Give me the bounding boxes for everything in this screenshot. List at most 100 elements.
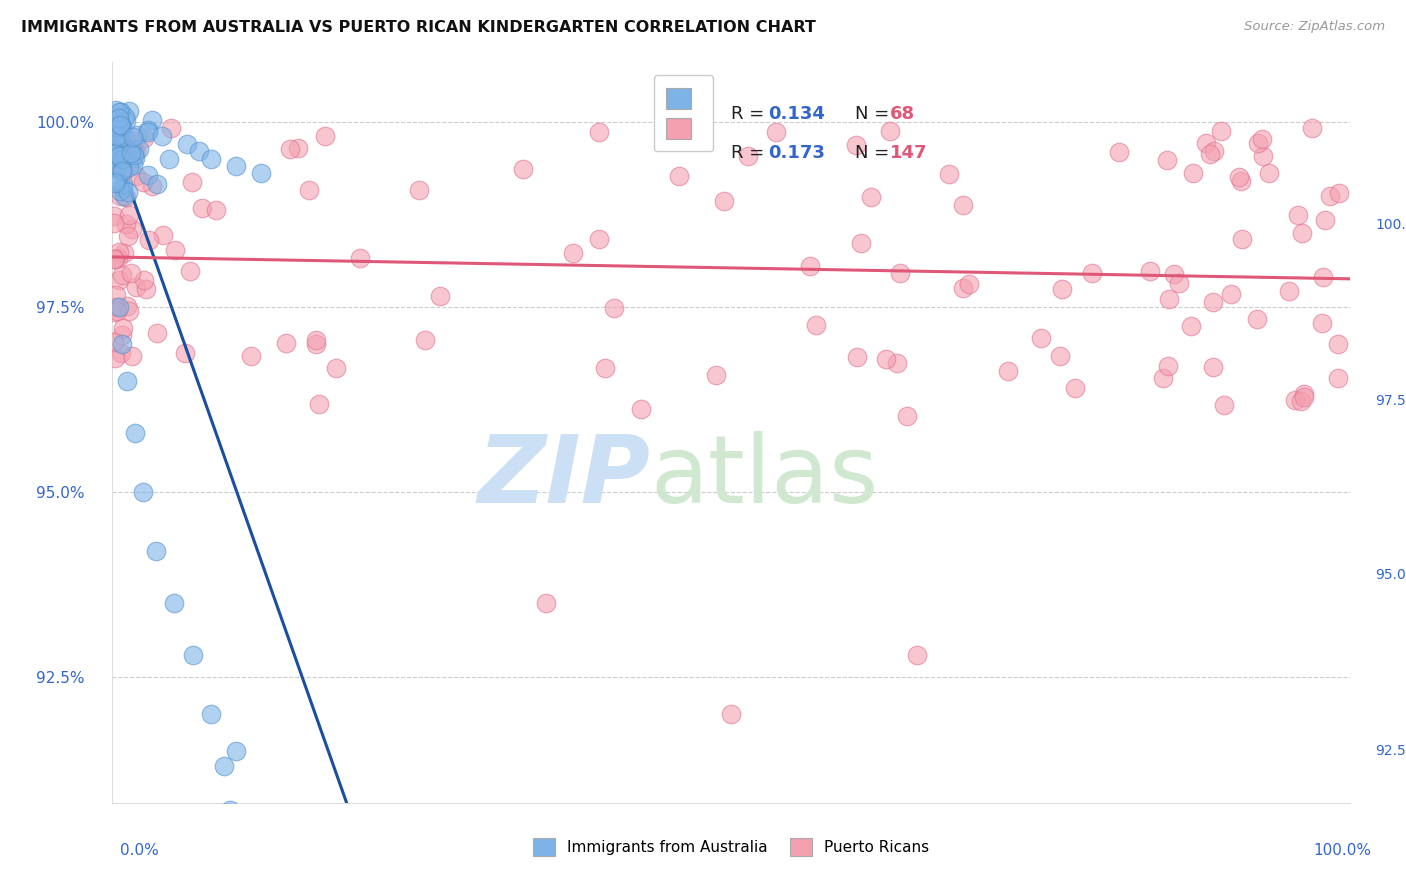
Text: N =: N = [855,144,894,161]
Point [103,209,125,223]
Point [799,259,821,273]
Text: Source: ZipAtlas.com: Source: ZipAtlas.com [1244,20,1385,33]
Point [886,356,908,370]
Point [108,111,131,125]
Text: R =: R = [731,144,770,161]
Point [276,335,298,350]
Point [136,123,159,137]
Point [122,158,145,172]
Point [304,337,326,351]
Point [188,145,211,159]
Point [117,374,139,388]
Point [108,118,131,132]
Point [104,145,127,160]
Point [110,118,132,132]
Point [108,244,131,259]
Point [105,300,128,314]
Point [1312,270,1334,285]
Point [111,180,134,194]
Point [1284,392,1306,407]
Point [124,134,146,148]
Point [1049,349,1071,363]
Text: N =: N = [855,105,894,123]
Point [1327,186,1350,200]
Point [704,368,727,382]
Point [134,273,156,287]
Point [125,279,148,293]
Point [111,161,134,176]
Point [1181,166,1204,180]
Text: 100.0%: 100.0% [1313,843,1371,858]
Point [225,744,247,758]
Point [110,132,132,146]
Point [163,243,186,257]
Point [141,113,163,128]
Point [121,142,143,156]
Point [173,346,195,360]
Point [111,328,134,343]
Point [1257,166,1279,180]
Text: 0.173: 0.173 [768,144,825,161]
Point [163,596,186,610]
Point [104,351,127,366]
Point [1050,282,1073,296]
Point [905,648,928,662]
Point [124,151,146,165]
Point [117,134,139,148]
Text: 0.134: 0.134 [768,105,825,123]
Text: IMMIGRANTS FROM AUSTRALIA VS PUERTO RICAN KINDERGARTEN CORRELATION CHART: IMMIGRANTS FROM AUSTRALIA VS PUERTO RICA… [21,20,815,35]
Point [104,174,127,188]
Point [125,128,148,142]
Point [145,544,167,558]
Point [136,125,159,139]
Point [131,176,153,190]
Point [408,183,430,197]
Point [118,208,141,222]
Point [105,288,128,302]
Point [1163,268,1185,282]
Point [103,156,125,170]
Text: 97.5%: 97.5% [1375,394,1406,409]
Point [120,146,142,161]
Point [111,127,134,141]
Text: ZIP: ZIP [478,431,651,523]
Point [297,183,319,197]
Point [105,133,128,147]
Point [105,128,128,143]
Point [1156,153,1178,167]
Point [111,152,134,166]
Point [1319,189,1341,203]
Point [1301,121,1323,136]
Point [860,190,883,204]
Point [103,161,125,176]
Point [212,759,235,773]
Point [957,277,980,291]
Point [1312,316,1334,330]
Point [325,361,347,376]
Point [103,252,125,266]
Point [314,129,336,144]
Point [1289,393,1312,408]
Text: 92.5%: 92.5% [1375,744,1406,758]
Point [879,124,901,138]
Text: 0.0%: 0.0% [120,843,159,858]
Point [737,149,759,163]
Point [180,175,202,189]
Point [105,103,128,117]
Point [152,228,174,243]
Point [804,318,827,333]
Point [112,164,135,178]
Point [588,232,610,246]
Point [1195,136,1218,150]
Point [105,304,128,318]
Point [225,159,247,173]
Point [107,273,129,287]
Point [150,129,173,144]
Point [120,266,142,280]
Point [117,185,139,199]
Point [1230,232,1253,246]
Point [111,336,134,351]
Point [122,148,145,162]
Point [765,124,787,138]
Point [200,706,222,721]
